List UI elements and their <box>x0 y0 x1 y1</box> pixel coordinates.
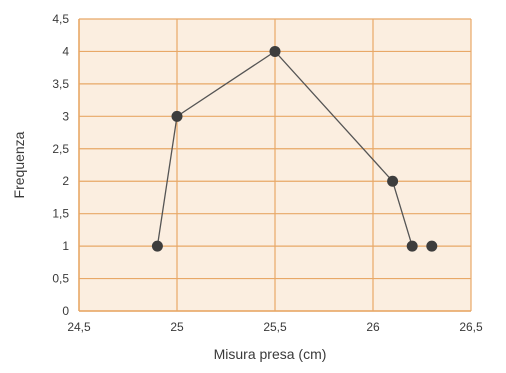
data-point <box>151 240 163 252</box>
data-point <box>426 240 438 252</box>
y-tick-label: 1 <box>62 239 69 253</box>
y-axis-label: Frequenza <box>11 131 27 198</box>
y-tick-label: 4 <box>62 44 69 58</box>
data-point <box>171 110 183 122</box>
y-tick-label: 3 <box>62 109 69 123</box>
y-tick-label: 2 <box>62 174 69 188</box>
data-point <box>269 45 281 57</box>
x-tick-label: 24,5 <box>67 320 91 334</box>
data-point <box>406 240 418 252</box>
series-group <box>151 45 438 252</box>
x-tick-label: 25 <box>170 320 184 334</box>
x-tick-label: 26 <box>366 320 380 334</box>
y-tick-labels: 0 0,5 1 1,5 2 2,5 3 3,5 4 4,5 <box>52 12 69 318</box>
x-axis-label: Misura presa (cm) <box>214 346 327 362</box>
x-tick-label: 26,5 <box>459 320 483 334</box>
x-tick-label: 25,5 <box>263 320 287 334</box>
y-tick-label: 0,5 <box>52 272 69 286</box>
data-point <box>387 175 399 187</box>
x-tick-labels: 24,5 25 25,5 26 26,5 <box>67 320 483 334</box>
axes <box>78 19 471 312</box>
y-tick-label: 2,5 <box>52 142 69 156</box>
y-tick-label: 1,5 <box>52 207 69 221</box>
y-tick-label: 3,5 <box>52 77 69 91</box>
y-tick-label: 4,5 <box>52 12 69 26</box>
y-tick-label: 0 <box>62 304 69 318</box>
